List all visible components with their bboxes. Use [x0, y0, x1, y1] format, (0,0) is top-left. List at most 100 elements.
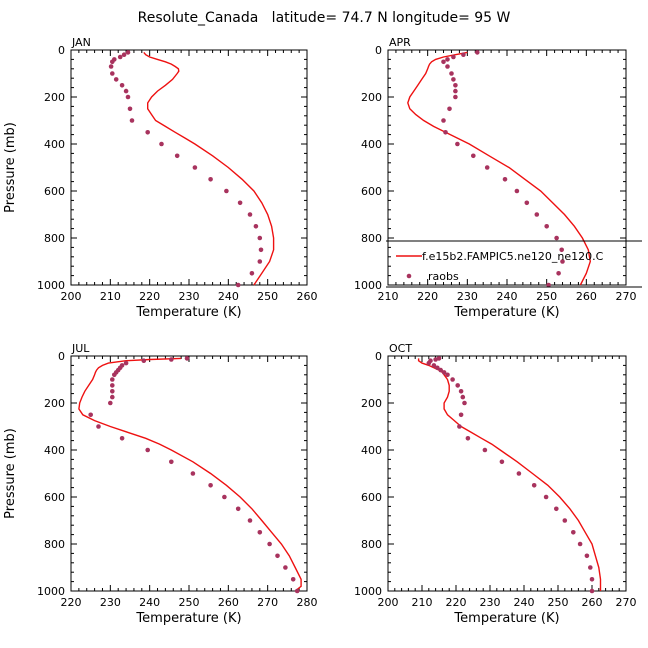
x-tick-label: 270 [616, 596, 637, 609]
raob-point [544, 224, 549, 229]
legend-model-label: f.e15b2.FAMPIC5.ne120_ne120.C [422, 250, 604, 263]
x-tick-label: 280 [297, 596, 318, 609]
panels: 200 210 220 230 240 250 260 0 200 400 600 800 1000 Te… [3, 36, 642, 626]
raob-point [451, 77, 456, 82]
raob-point [462, 400, 467, 406]
legend-dot-swatch [406, 273, 412, 279]
raob-point [113, 77, 119, 82]
x-axis-title: Temperature (K) [135, 611, 241, 626]
x-axis-title: Temperature (K) [453, 611, 559, 626]
raob-point [141, 358, 147, 364]
raob-point [208, 483, 213, 488]
x-tick-label: 240 [514, 596, 535, 609]
raob-point [190, 471, 196, 476]
raob-point [453, 83, 458, 88]
raob-point [455, 141, 460, 147]
raob-point [257, 259, 263, 264]
chart-panel-jul: 220 230 240 250 260 270 280 0 200 400 600 800 1000 Te… [3, 342, 318, 626]
y-tick-label: 1000 [354, 585, 382, 598]
x-tick-label: 250 [548, 596, 569, 609]
x-tick-label: 240 [497, 290, 518, 303]
legend-obs-label: raobs [428, 270, 459, 283]
raob-point [267, 541, 272, 547]
raob-point [169, 357, 174, 362]
y-tick-label: 200 [44, 91, 65, 104]
panel-label: JAN [71, 36, 91, 49]
raob-point [208, 177, 213, 182]
x-tick-label: 250 [179, 596, 200, 609]
raob-point [471, 153, 476, 159]
panel-label: OCT [389, 342, 412, 355]
raob-point [451, 54, 456, 60]
raob-point [110, 59, 115, 65]
x-tick-label: 240 [218, 290, 239, 303]
raob-point [524, 200, 530, 206]
x-tick-label: 240 [139, 596, 160, 609]
raob-point [571, 530, 576, 535]
y-tick-label: 600 [361, 185, 382, 198]
chart-panel-oct: 200 210 220 230 240 250 260 270 0 200 400 600 800 100… [354, 342, 637, 626]
x-tick-label: 220 [139, 290, 160, 303]
raob-point [125, 50, 131, 55]
y-tick-label: 400 [361, 444, 382, 457]
x-tick-label: 230 [480, 596, 501, 609]
raob-point [445, 64, 450, 69]
raob-point [441, 118, 446, 123]
raob-point [235, 506, 241, 512]
raob-point [484, 165, 490, 170]
y-tick-label: 0 [375, 350, 382, 363]
raob-point [556, 271, 561, 276]
raob-point [290, 577, 296, 582]
raob-point [461, 52, 466, 57]
y-tick-label: 600 [44, 491, 65, 504]
raob-point [145, 130, 150, 135]
raob-point [435, 365, 440, 371]
raob-point [110, 71, 115, 76]
x-tick-label: 210 [378, 290, 399, 303]
raob-point [460, 394, 466, 400]
raob-point [443, 130, 448, 135]
raob-point [441, 370, 447, 375]
raob-point [283, 565, 288, 570]
raob-point [159, 141, 164, 147]
y-tick-label: 200 [361, 397, 382, 410]
x-tick-label: 230 [100, 596, 121, 609]
raob-point [560, 259, 565, 264]
raob-point [531, 483, 537, 488]
raob-point [112, 372, 117, 378]
raob-point [589, 577, 595, 582]
y-tick-label: 0 [375, 44, 382, 57]
y-tick-label: 1000 [354, 279, 382, 292]
raob-point [554, 506, 559, 512]
x-tick-label: 220 [61, 596, 82, 609]
raob-point [502, 177, 508, 182]
raob-point [449, 71, 454, 76]
raob-point [457, 424, 462, 429]
x-axis-title: Temperature (K) [453, 305, 559, 320]
raob-point [441, 59, 446, 65]
y-tick-label: 0 [58, 350, 65, 363]
y-tick-label: 0 [58, 44, 65, 57]
chart-panel-jan: 200 210 220 230 240 250 260 0 200 400 600 800 1000 Te… [3, 36, 318, 320]
raob-point [445, 57, 450, 62]
x-tick-label: 210 [412, 596, 433, 609]
raob-point [562, 518, 568, 523]
x-tick-label: 260 [297, 290, 318, 303]
raob-point [455, 383, 461, 388]
y-axis-title: Pressure (mb) [3, 428, 18, 519]
raob-point [123, 360, 129, 366]
x-tick-label: 220 [417, 290, 438, 303]
raob-point [426, 360, 432, 366]
raob-point [458, 412, 464, 418]
raob-point [96, 424, 101, 429]
x-tick-label: 200 [378, 596, 399, 609]
x-tick-label: 270 [257, 596, 278, 609]
raob-point [253, 224, 259, 229]
y-tick-label: 600 [44, 185, 65, 198]
raob-point [117, 54, 123, 60]
raob-point [257, 235, 263, 241]
raob-point [110, 389, 115, 394]
